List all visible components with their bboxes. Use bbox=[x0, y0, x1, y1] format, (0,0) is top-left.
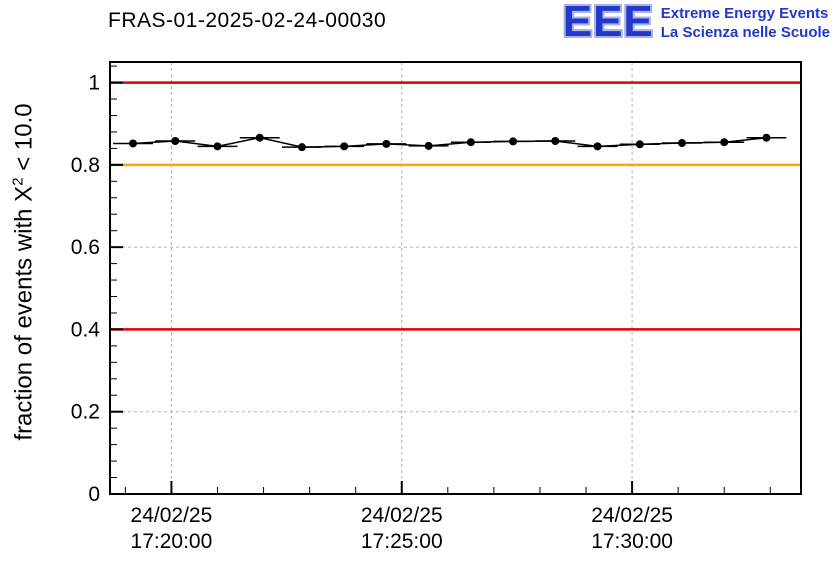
y-tick-label: 0.8 bbox=[71, 154, 100, 177]
data-point bbox=[551, 136, 560, 145]
x-tick-date-label: 24/02/25 bbox=[591, 504, 673, 527]
y-tick-label: 1 bbox=[88, 72, 100, 95]
x-tick-time-label: 17:25:00 bbox=[361, 530, 443, 553]
eee-logo-line1: Extreme Energy Events bbox=[660, 5, 829, 22]
data-point bbox=[297, 143, 306, 152]
data-point bbox=[762, 133, 771, 142]
y-tick-label: 0.2 bbox=[71, 401, 100, 424]
eee-logo: EEE Extreme Energy Events La Scienza nel… bbox=[562, 0, 830, 46]
eee-logo-subtitle: Extreme Energy Events La Scienza nelle S… bbox=[661, 2, 830, 42]
data-point bbox=[424, 141, 433, 150]
data-point bbox=[635, 140, 644, 149]
eee-logo-acronym: EEE bbox=[562, 0, 654, 46]
eee-logo-line2: La Scienza nelle Scuole bbox=[660, 24, 830, 41]
data-point bbox=[593, 142, 602, 151]
plot-title: FRAS-01-2025-02-24-00030 bbox=[108, 9, 387, 32]
data-point bbox=[382, 139, 391, 148]
x-tick-date-label: 24/02/25 bbox=[131, 504, 213, 527]
y-tick-label: 0.6 bbox=[71, 236, 100, 259]
data-point bbox=[720, 138, 729, 147]
data-point bbox=[340, 142, 349, 151]
data-point bbox=[129, 139, 138, 148]
x-tick-time-label: 17:20:00 bbox=[131, 530, 213, 553]
data-point bbox=[171, 136, 180, 145]
y-tick-label: 0 bbox=[88, 483, 100, 506]
data-point bbox=[255, 133, 264, 142]
plot-frame bbox=[109, 61, 802, 495]
x-tick-time-label: 17:30:00 bbox=[591, 530, 673, 553]
y-tick-label: 0.4 bbox=[71, 318, 101, 341]
data-point bbox=[509, 137, 518, 146]
data-point bbox=[466, 138, 475, 147]
data-point bbox=[213, 142, 222, 151]
data-line bbox=[132, 136, 767, 148]
data-point bbox=[677, 139, 686, 148]
x-tick-date-label: 24/02/25 bbox=[361, 504, 443, 527]
